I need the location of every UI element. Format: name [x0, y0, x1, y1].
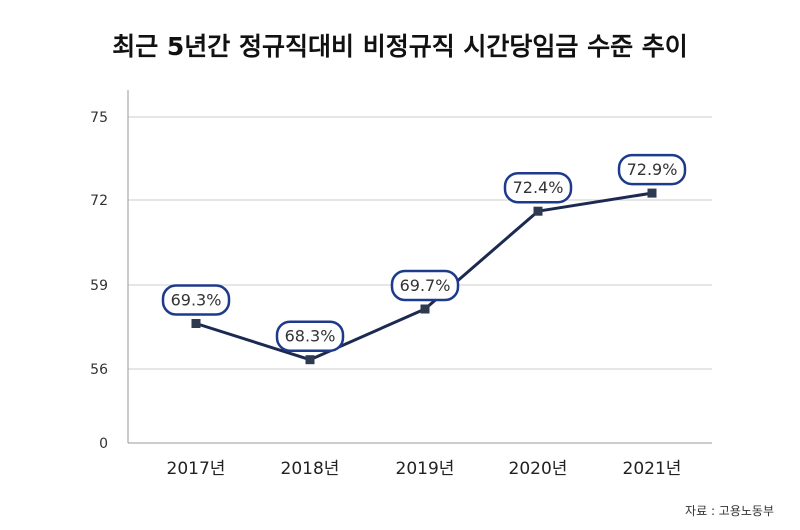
x-category-label: 2021년	[623, 459, 682, 479]
x-category-label: 2020년	[509, 459, 568, 479]
y-axis-ticks: 0 56 59 72 75	[90, 110, 108, 452]
x-category-label: 2019년	[396, 459, 455, 479]
data-label-text: 68.3%	[285, 327, 336, 346]
y-tick-label: 72	[90, 193, 108, 209]
data-point-marker	[305, 355, 315, 365]
data-label-text: 69.3%	[171, 291, 222, 310]
data-label-text: 72.4%	[513, 178, 564, 197]
grid-lines	[128, 116, 712, 370]
data-label: 69.3%	[161, 284, 231, 316]
data-label-text: 69.7%	[400, 276, 451, 295]
x-category-label: 2017년	[167, 459, 226, 479]
chart-title: 최근 5년간 정규직대비 비정규직 시간당임금 수준 추이	[112, 32, 688, 61]
data-label-box	[161, 284, 231, 316]
y-tick-label: 75	[90, 110, 108, 126]
data-label: 72.9%	[617, 153, 687, 186]
y-tick-label: 59	[90, 278, 108, 294]
data-label-box	[390, 269, 460, 302]
y-tick-label: 0	[99, 436, 108, 452]
data-label-box	[617, 153, 687, 186]
data-markers	[191, 188, 657, 365]
data-label: 68.3%	[275, 320, 345, 352]
source-note: 자료 : 고용노동부	[685, 504, 774, 518]
data-labels: 69.3% 68.3% 69.7% 72.4% 72.9%	[161, 153, 687, 352]
y-tick-label: 56	[90, 362, 108, 378]
data-label-box	[503, 171, 573, 204]
data-label: 69.7%	[390, 269, 460, 302]
data-point-marker	[420, 304, 430, 314]
data-label-box	[275, 320, 345, 352]
data-label: 72.4%	[503, 171, 573, 204]
x-axis-labels: 2017년 2018년 2019년 2020년 2021년	[167, 459, 682, 479]
data-point-marker	[647, 188, 657, 198]
data-point-marker	[533, 206, 543, 216]
x-category-label: 2018년	[281, 459, 340, 479]
data-label-text: 72.9%	[627, 160, 678, 179]
data-point-marker	[191, 319, 201, 328]
